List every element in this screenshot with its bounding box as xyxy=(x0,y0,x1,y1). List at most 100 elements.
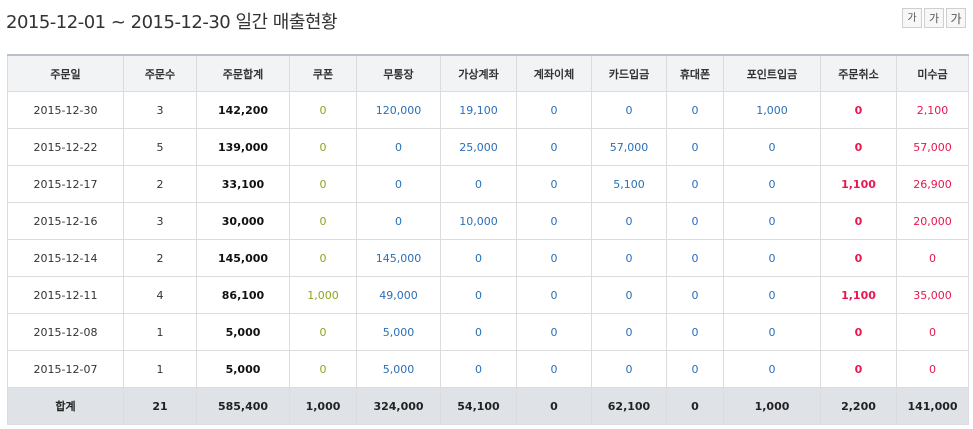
cell-phone: 0 xyxy=(666,165,724,203)
cell-unpaid: 0 xyxy=(896,239,969,277)
cell-coupon: 0 xyxy=(289,165,357,203)
font-large-button[interactable]: 가 xyxy=(946,8,966,28)
col-header-date[interactable]: 주문일 xyxy=(7,54,124,92)
table-row: 2015-12-17 2 33,100 0 0 0 0 5,100 0 0 1,100 26,900 xyxy=(7,165,969,203)
col-header-unpaid[interactable]: 미수금 xyxy=(896,54,969,92)
col-header-card[interactable]: 카드입금 xyxy=(591,54,667,92)
cell-unpaid: 0 xyxy=(896,313,969,351)
cell-total: 5,000 xyxy=(196,350,290,388)
cell-virtual: 0 xyxy=(440,165,517,203)
cell-count: 2 xyxy=(123,165,197,203)
cell-bank: 0 xyxy=(356,165,441,203)
cell-bank: 0 xyxy=(356,202,441,240)
totals-count: 21 xyxy=(123,387,197,425)
cell-bank: 145,000 xyxy=(356,239,441,277)
cell-date: 2015-12-07 xyxy=(7,350,124,388)
cell-point: 0 xyxy=(723,202,821,240)
cell-transfer: 0 xyxy=(516,276,592,314)
cell-bank: 120,000 xyxy=(356,91,441,129)
header-row: 주문일 주문수 주문합계 쿠폰 무통장 가상계좌 계좌이체 카드입금 휴대폰 포… xyxy=(7,54,969,92)
cell-unpaid: 35,000 xyxy=(896,276,969,314)
cell-count: 2 xyxy=(123,239,197,277)
cell-phone: 0 xyxy=(666,91,724,129)
table-row: 2015-12-30 3 142,200 0 120,000 19,100 0 0 0 1,000… xyxy=(7,91,969,129)
cell-bank: 5,000 xyxy=(356,350,441,388)
cell-total: 142,200 xyxy=(196,91,290,129)
cell-cancel: 0 xyxy=(820,350,897,388)
col-header-total[interactable]: 주문합계 xyxy=(196,54,290,92)
font-small-button[interactable]: 가 xyxy=(902,8,922,28)
cell-count: 3 xyxy=(123,91,197,129)
totals-phone: 0 xyxy=(666,387,724,425)
cell-virtual: 19,100 xyxy=(440,91,517,129)
col-header-count[interactable]: 주문수 xyxy=(123,54,197,92)
col-header-transfer[interactable]: 계좌이체 xyxy=(516,54,592,92)
cell-cancel: 0 xyxy=(820,202,897,240)
cell-cancel: 0 xyxy=(820,239,897,277)
cell-date: 2015-12-30 xyxy=(7,91,124,129)
cell-card: 5,100 xyxy=(591,165,667,203)
cell-point: 0 xyxy=(723,128,821,166)
cell-transfer: 0 xyxy=(516,239,592,277)
totals-transfer: 0 xyxy=(516,387,592,425)
cell-card: 0 xyxy=(591,313,667,351)
table-row: 2015-12-11 4 86,100 1,000 49,000 0 0 0 0 0 1,100 35… xyxy=(7,276,969,314)
cell-phone: 0 xyxy=(666,239,724,277)
totals-label: 합계 xyxy=(7,387,124,425)
cell-total: 145,000 xyxy=(196,239,290,277)
daily-sales-table: 주문일 주문수 주문합계 쿠폰 무통장 가상계좌 계좌이체 카드입금 휴대폰 포… xyxy=(7,54,969,425)
totals-row: 합계 21 585,400 1,000 324,000 54,100 0 62,… xyxy=(7,387,969,425)
cell-virtual: 0 xyxy=(440,276,517,314)
cell-count: 4 xyxy=(123,276,197,314)
cell-phone: 0 xyxy=(666,350,724,388)
page-title: 2015-12-01 ~ 2015-12-30 일간 매출현황 xyxy=(6,12,338,33)
cell-virtual: 0 xyxy=(440,239,517,277)
col-header-cancel[interactable]: 주문취소 xyxy=(820,54,897,92)
cell-card: 0 xyxy=(591,239,667,277)
cell-unpaid: 2,100 xyxy=(896,91,969,129)
col-header-bank[interactable]: 무통장 xyxy=(356,54,441,92)
cell-coupon: 0 xyxy=(289,313,357,351)
cell-unpaid: 0 xyxy=(896,350,969,388)
font-medium-button[interactable]: 가 xyxy=(924,8,944,28)
cell-point: 0 xyxy=(723,350,821,388)
totals-coupon: 1,000 xyxy=(289,387,357,425)
cell-cancel: 0 xyxy=(820,91,897,129)
cell-coupon: 1,000 xyxy=(289,276,357,314)
cell-card: 0 xyxy=(591,350,667,388)
cell-bank: 5,000 xyxy=(356,313,441,351)
cell-coupon: 0 xyxy=(289,91,357,129)
cell-transfer: 0 xyxy=(516,350,592,388)
cell-date: 2015-12-16 xyxy=(7,202,124,240)
cell-date: 2015-12-17 xyxy=(7,165,124,203)
cell-phone: 0 xyxy=(666,276,724,314)
cell-date: 2015-12-22 xyxy=(7,128,124,166)
cell-card: 0 xyxy=(591,276,667,314)
cell-point: 0 xyxy=(723,239,821,277)
cell-virtual: 25,000 xyxy=(440,128,517,166)
cell-total: 139,000 xyxy=(196,128,290,166)
cell-card: 0 xyxy=(591,202,667,240)
cell-virtual: 10,000 xyxy=(440,202,517,240)
col-header-point[interactable]: 포인트입금 xyxy=(723,54,821,92)
cell-transfer: 0 xyxy=(516,202,592,240)
cell-coupon: 0 xyxy=(289,239,357,277)
cell-point: 1,000 xyxy=(723,91,821,129)
col-header-virtual[interactable]: 가상계좌 xyxy=(440,54,517,92)
cell-unpaid: 26,900 xyxy=(896,165,969,203)
cell-total: 30,000 xyxy=(196,202,290,240)
cell-cancel: 0 xyxy=(820,313,897,351)
cell-point: 0 xyxy=(723,313,821,351)
col-header-phone[interactable]: 휴대폰 xyxy=(666,54,724,92)
cell-count: 1 xyxy=(123,350,197,388)
table-row: 2015-12-08 1 5,000 0 5,000 0 0 0 0 0 0 0 xyxy=(7,313,969,351)
totals-unpaid: 141,000 xyxy=(896,387,969,425)
cell-card: 0 xyxy=(591,91,667,129)
cell-bank: 0 xyxy=(356,128,441,166)
cell-bank: 49,000 xyxy=(356,276,441,314)
cell-coupon: 0 xyxy=(289,350,357,388)
table-row: 2015-12-16 3 30,000 0 0 10,000 0 0 0 0 0 20,000 xyxy=(7,202,969,240)
col-header-coupon[interactable]: 쿠폰 xyxy=(289,54,357,92)
totals-card: 62,100 xyxy=(591,387,667,425)
totals-cancel: 2,200 xyxy=(820,387,897,425)
